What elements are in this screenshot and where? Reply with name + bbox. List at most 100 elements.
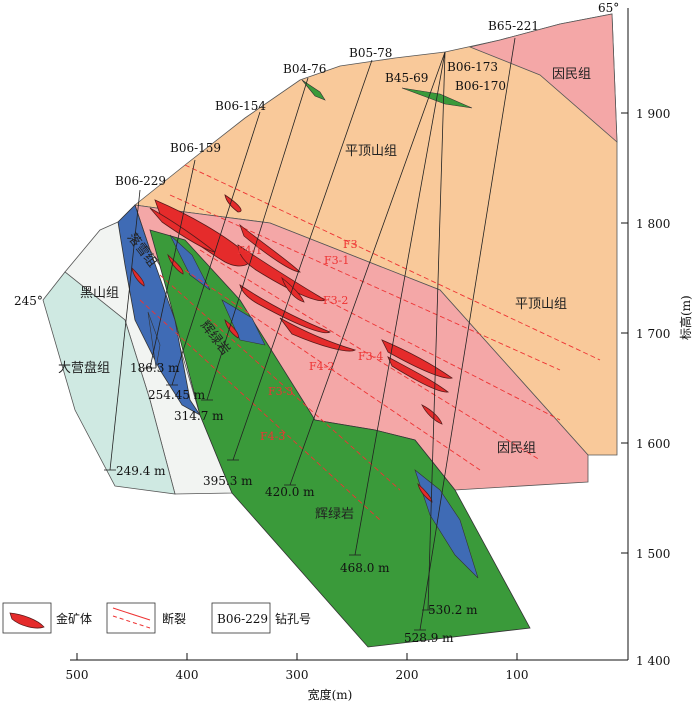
ore-body-7 [239,284,331,334]
fault-line-f3 [184,164,601,361]
fault-label-f4-2: F4-2 [309,360,334,373]
drillhole-trace-b06-170 [427,51,446,611]
x-axis-title: 宽度(m) [308,687,353,702]
orientation-left: 245° [14,294,43,308]
ore-body-15 [417,482,433,503]
diabase-pod-b04 [301,79,326,101]
ore-body-13 [131,266,145,287]
fault-label-f4-3: F4-3 [260,430,285,443]
depth-label-186: 186.3 m [130,361,180,375]
drillhole-label-b06-170: B06-170 [455,79,506,93]
unit-label-heishan: 黑山组 [80,286,119,301]
ore-body-12 [167,253,184,275]
drillhole-label-b06-229: B06-229 [115,174,166,188]
fault-line-f3-4 [199,249,541,461]
drillhole-label-b45-69: B45-69 [385,71,428,85]
luoxue-lens-d [147,311,161,369]
depth-label-395: 395.3 m [203,474,253,488]
drillhole-trace-b05-78 [232,59,373,461]
depth-label-314: 314.7 m [174,409,224,423]
luoxue-lens-b [221,299,266,346]
drillhole-trace-b04-76 [206,77,309,401]
y-tick-label-1600: 1 600 [636,437,670,451]
y-tick-label-1800: 1 800 [636,217,670,231]
unit-polygons [42,13,618,648]
orientation-right: 65° [598,1,619,15]
unit-label-pingdingshan-right: 平顶山组 [515,297,567,312]
ore-body-11 [421,404,443,425]
drillhole-label-b06-159: B06-159 [170,141,221,155]
legend: 金矿体 断裂 B06-229 钻孔号 [2,602,311,634]
luoxue-lens-a [169,234,211,291]
legend-ore-swatch [9,612,45,629]
fault-label-f3: F3 [343,238,358,251]
drillhole-label-b04-76: B04-76 [283,62,326,76]
ore-body-14 [224,318,239,339]
legend-ore-label: 金矿体 [56,611,92,626]
fault-label-f3-3: F3-3 [268,385,293,398]
depth-label-420: 420.0 m [265,485,315,499]
x-tick-label-500: 500 [66,668,89,682]
ore-body-4 [239,223,301,273]
ore-body-8 [279,317,357,352]
fault-label-f3-4: F3-4 [358,350,383,363]
unit-yinmin-top-area [468,13,618,143]
fault-label-f3-2: F3-2 [323,294,348,307]
drillhole-trace-b06-173-a [289,51,446,486]
fault-lines [139,164,601,521]
drillhole-trace-b06-173-b [354,51,446,556]
x-tick-label-300: 300 [286,668,309,682]
drillhole-trace-b06-154 [171,111,261,386]
legend-fault-box [106,602,156,634]
legend-fault-solid [112,607,151,621]
drillhole-label-b05-78: B05-78 [349,46,392,60]
fault-line-f3-2 [179,224,561,421]
unit-label-yinmin-mid: 因民组 [497,441,536,456]
depth-label-530: 530.2 m [428,603,478,617]
depth-label-468: 468.0 m [340,561,390,575]
fault-line-f3-1 [169,194,561,371]
ore-body-3 [224,194,242,213]
width-axis [70,653,628,661]
drillhole-trace-b06-159 [149,159,196,369]
fault-label-f3-1: F3-1 [324,254,349,267]
drillhole-label-b06-173: B06-173 [447,60,498,74]
unit-label-yinmin-top: 因民组 [552,67,591,82]
depth-label-254: 254.45 m [148,388,206,402]
ore-body-10 [387,356,450,393]
drillhole-traces [104,37,516,631]
unit-label-dayingpan: 大营盘组 [58,360,110,376]
unit-label-huilvyan-bottom: 辉绿岩 [315,507,354,522]
fault-label-f4-1: F4-1 [237,244,262,257]
ore-bodies [131,194,453,503]
luoxue-lens-c [414,469,479,579]
y-tick-label-1900: 1 900 [636,107,670,121]
drillhole-label-b06-154: B06-154 [215,99,266,113]
legend-fault-label: 断裂 [162,611,186,626]
drillhole-label-b65-221: B65-221 [488,19,539,33]
legend-hole-box [211,602,271,634]
fault-line-f4-2 [184,269,481,471]
unit-label-pingdingshan-top: 平顶山组 [345,144,397,159]
depth-label-249: 249.4 m [116,464,166,478]
ore-body-9 [381,339,453,379]
ore-body-5 [237,244,326,302]
drillhole-trace-b65-221 [419,37,516,631]
ore-body-6 [281,276,305,303]
drillhole-trace-b06-229 [109,189,141,471]
x-tick-label-200: 200 [396,668,419,682]
depth-label-528: 528.9 m [404,631,454,645]
unit-dayingpan-area [42,271,176,495]
fault-line-f3-3 [159,274,401,491]
legend-hole-sample: B06-229 [217,612,268,626]
y-axis-title: 标高(m) [678,295,693,340]
x-tick-label-400: 400 [176,668,199,682]
fault-line-f4-3 [139,299,381,521]
x-tick-label-100: 100 [506,668,529,682]
y-tick-label-1500: 1 500 [636,547,670,561]
y-tick-label-1700: 1 700 [636,327,670,341]
y-tick-label-1400: 1 400 [636,654,670,668]
elevation-axis [621,8,629,661]
legend-hole-label: 钻孔号 [275,611,311,626]
